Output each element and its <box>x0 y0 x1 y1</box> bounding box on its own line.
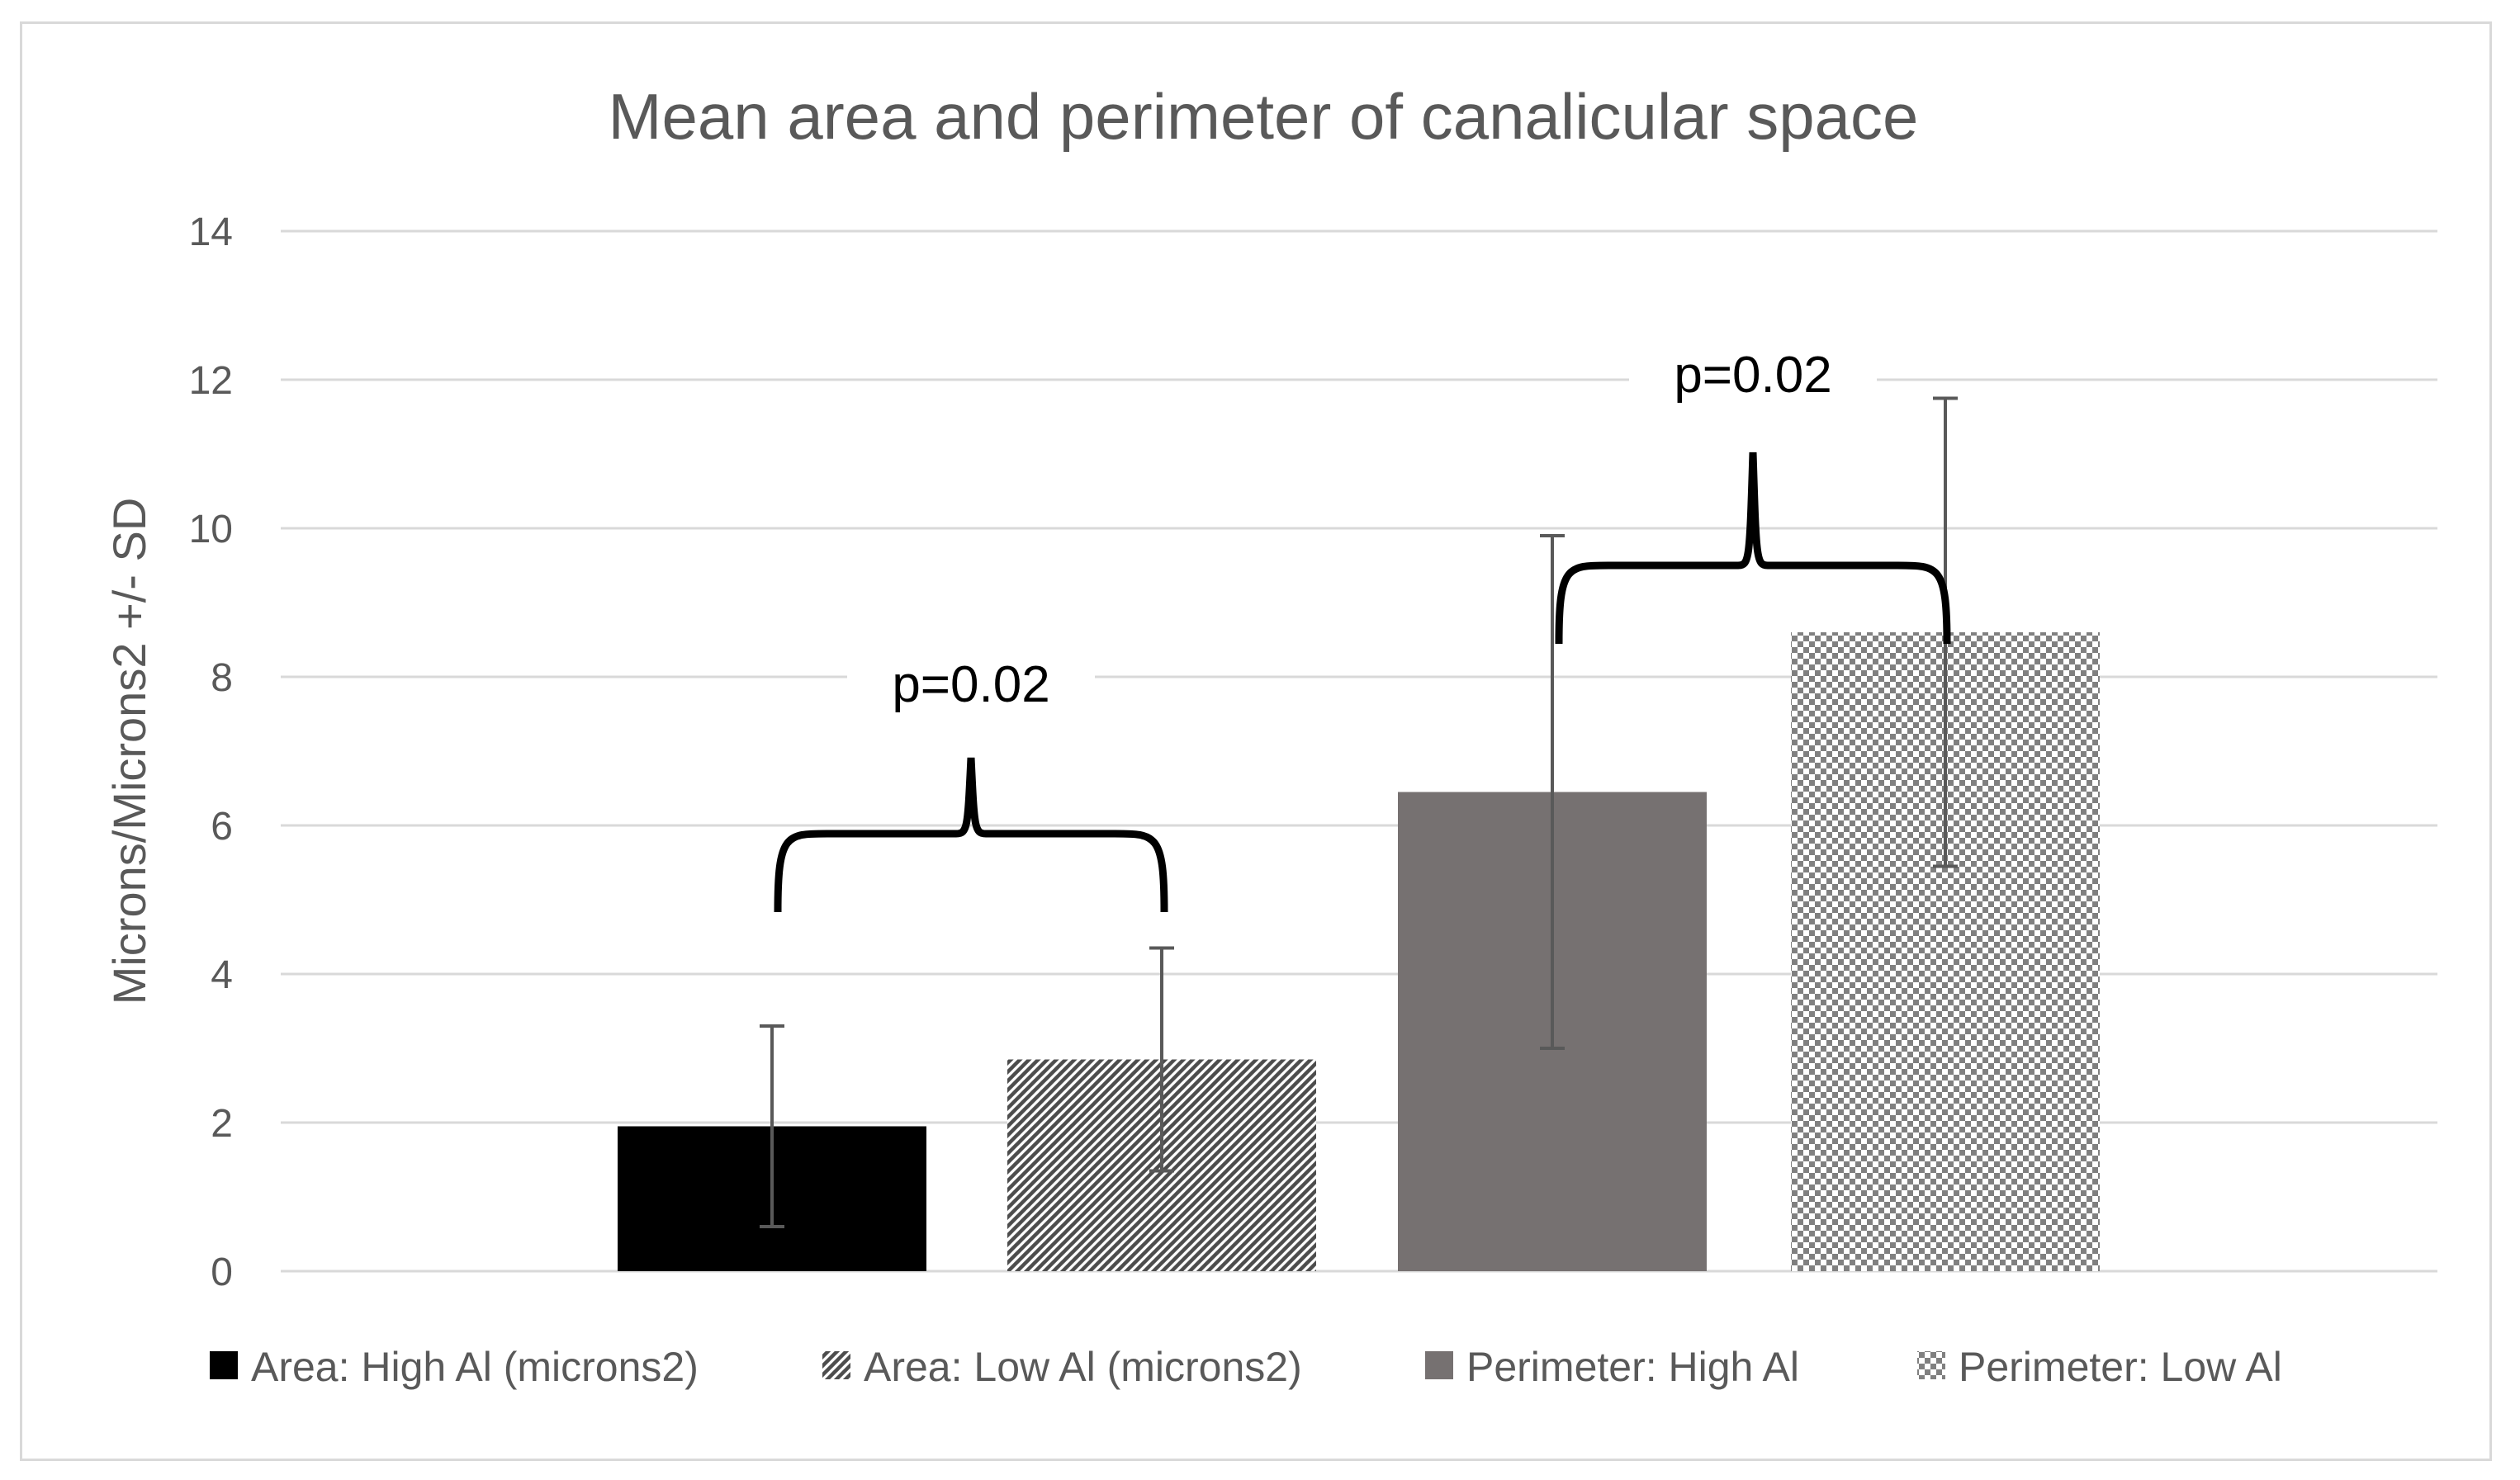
legend-label: Perimeter: Low Al <box>1959 1344 2282 1390</box>
legend-swatch <box>1425 1351 1453 1379</box>
y-axis-title: Microns/Microns2 +/- SD <box>103 498 155 1005</box>
y-tick-label: 6 <box>211 805 233 849</box>
legend-label: Area: Low Al (microns2) <box>864 1344 1302 1390</box>
y-tick-label: 2 <box>211 1102 233 1146</box>
significance-brace <box>774 757 1168 913</box>
legend: Area: High Al (microns2) Area: Low Al (mi… <box>210 1344 2282 1390</box>
p-value-label: p=0.02 <box>1674 347 1831 404</box>
legend-swatch <box>822 1351 850 1379</box>
significance-brace <box>1555 452 1951 645</box>
significance-annotations: p=0.02 p=0.02 <box>774 341 1951 913</box>
legend-swatch <box>210 1351 238 1379</box>
legend-label: Area: High Al (microns2) <box>251 1344 699 1390</box>
y-tick-label: 10 <box>189 508 233 551</box>
y-tick-label: 4 <box>211 953 233 997</box>
y-axis-ticks: 0 2 4 6 8 10 12 14 <box>189 210 233 1294</box>
legend-swatch <box>1917 1351 1945 1379</box>
y-tick-label: 0 <box>211 1251 233 1294</box>
error-bars <box>760 396 1958 1228</box>
y-tick-label: 12 <box>189 359 233 403</box>
y-tick-label: 14 <box>189 210 233 254</box>
annotation-background <box>1629 341 1877 407</box>
grid-lines <box>281 229 2437 1273</box>
chart-title: Mean area and perimeter of canalicular s… <box>609 80 1919 153</box>
legend-label: Perimeter: High Al <box>1466 1344 1799 1390</box>
y-tick-label: 8 <box>211 656 233 700</box>
annotation-background <box>847 650 1095 716</box>
bars <box>618 632 2100 1271</box>
p-value-label: p=0.02 <box>892 656 1049 713</box>
